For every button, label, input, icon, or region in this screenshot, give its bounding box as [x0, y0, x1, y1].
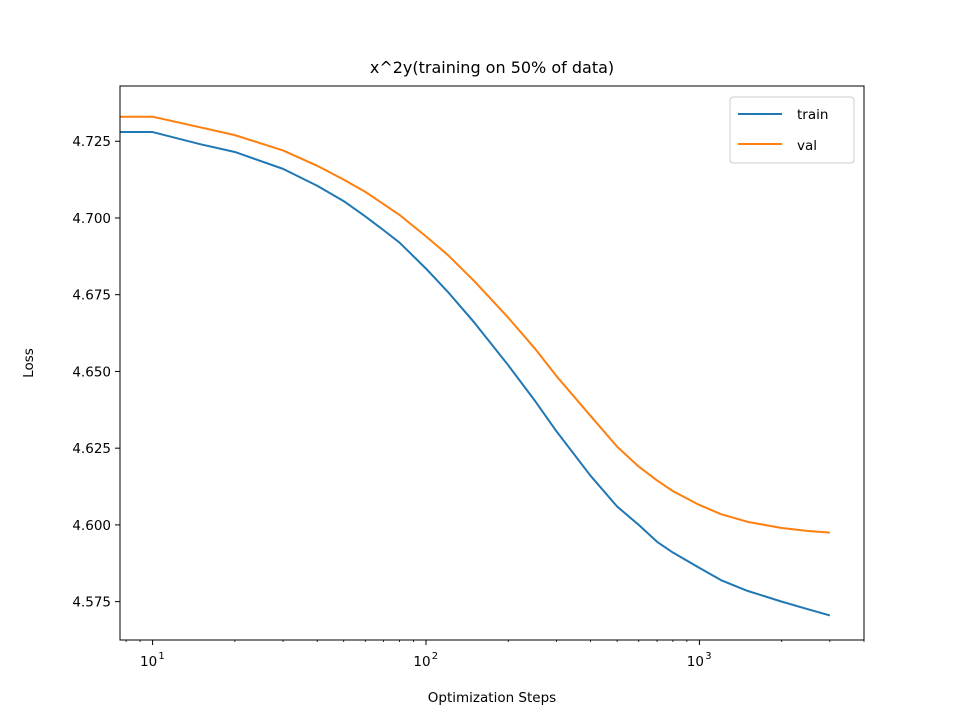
x-tick-label: 10 [413, 654, 430, 670]
y-axis-label: Loss [21, 348, 37, 378]
y-tick-label: 4.675 [72, 288, 111, 304]
legend-label-train: train [797, 107, 828, 123]
x-tick-label: 10 [140, 654, 157, 670]
legend-box [729, 96, 855, 164]
x-axis-ticks: 10 1 10 2 10 3 [125, 640, 865, 670]
x-axis-label: Optimization Steps [428, 690, 556, 706]
x-tick-exponent: 2 [432, 651, 438, 662]
x-tick-label: 10 [687, 654, 704, 670]
series-line-val [120, 115, 830, 534]
y-tick-label: 4.700 [72, 211, 111, 227]
y-tick-label: 4.625 [72, 441, 111, 457]
y-tick-label: 4.725 [72, 134, 111, 150]
series-line-train [120, 131, 831, 617]
chart-title: x^2y(training on 50% of data) [370, 58, 614, 77]
plot-frame [119, 85, 865, 641]
legend: train val [729, 96, 855, 164]
y-tick-label: 4.600 [72, 518, 111, 534]
legend-label-val: val [797, 138, 817, 154]
y-tick-label: 4.575 [72, 595, 111, 611]
y-tick-label: 4.650 [72, 364, 111, 380]
x-tick-exponent: 3 [705, 651, 711, 662]
y-axis-ticks: 4.575 4.600 4.625 4.650 4.675 4.700 4.725 [72, 134, 120, 611]
x-tick-exponent: 1 [158, 651, 164, 662]
plot-lines [120, 115, 831, 617]
